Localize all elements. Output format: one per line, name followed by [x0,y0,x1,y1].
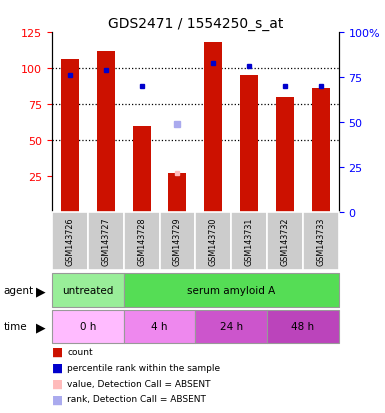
Bar [52,213,88,271]
Text: untreated: untreated [62,286,114,296]
Text: GSM143727: GSM143727 [101,217,110,266]
Bar [312,89,330,213]
Bar [195,213,231,271]
Bar [159,213,196,271]
Bar [52,274,124,308]
Bar [133,126,151,213]
Text: 0 h: 0 h [80,322,96,332]
Bar [124,310,195,344]
Text: 4 h: 4 h [151,322,168,332]
Text: ■: ■ [52,392,63,406]
Text: ■: ■ [52,377,63,390]
Text: rank, Detection Call = ABSENT: rank, Detection Call = ABSENT [67,394,206,404]
Text: GSM143731: GSM143731 [244,217,254,266]
Bar [195,310,267,344]
Text: percentile rank within the sample: percentile rank within the sample [67,363,221,372]
Text: GSM143732: GSM143732 [281,217,290,266]
Bar [124,213,159,271]
Bar [231,213,267,271]
Text: ■: ■ [52,361,63,374]
Bar [303,213,339,271]
Bar [204,43,222,213]
Text: 48 h: 48 h [291,322,315,332]
Bar [240,76,258,213]
Bar [124,274,339,308]
Text: GSM143726: GSM143726 [65,217,74,266]
Text: 24 h: 24 h [220,322,243,332]
Text: GSM143733: GSM143733 [316,217,325,266]
Text: serum amyloid A: serum amyloid A [187,286,275,296]
Text: GSM143728: GSM143728 [137,217,146,266]
Title: GDS2471 / 1554250_s_at: GDS2471 / 1554250_s_at [108,17,283,31]
Bar [267,310,339,344]
Bar [61,60,79,213]
Text: time: time [4,322,27,332]
Text: GSM143730: GSM143730 [209,217,218,266]
Bar [276,98,294,213]
Text: ▶: ▶ [35,320,45,333]
Text: GSM143729: GSM143729 [173,217,182,266]
Text: agent: agent [4,286,34,296]
Text: ▶: ▶ [35,284,45,297]
Text: count: count [67,347,93,356]
Text: value, Detection Call = ABSENT: value, Detection Call = ABSENT [67,379,211,388]
Text: ■: ■ [52,345,63,358]
Bar [169,174,186,213]
Bar [97,52,115,213]
Bar [88,213,124,271]
Bar [267,213,303,271]
Bar [52,310,124,344]
